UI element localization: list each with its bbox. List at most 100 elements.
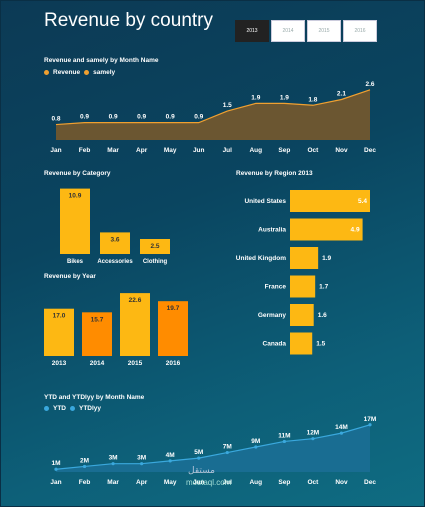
chart-month-data-label: 2.1 (337, 91, 346, 98)
chart-month-tick-label: Oct (307, 147, 319, 154)
year-chart: 17.0 2013 15.7 2014 22.6 2015 19.7 2016 (44, 293, 188, 367)
legend-label-revenue: Revenue (53, 69, 81, 76)
year-tick-label: 2013 (52, 360, 67, 367)
chart-month-tick-label: Dec (364, 147, 376, 154)
chart-ytd-data-label: 7M (223, 444, 232, 451)
region-bar-label: 1.6 (318, 312, 327, 319)
region-tick-label: United States (244, 198, 286, 205)
year-button-2013[interactable]: 2013 (235, 20, 269, 42)
region-tick-label: France (265, 284, 287, 291)
chart-ytd-area (56, 424, 370, 472)
region-tick-label: Germany (258, 312, 287, 319)
chart-month-tick-label: Jul (223, 147, 233, 154)
chart-ytd-point (54, 467, 58, 471)
region-bar-label: 1.9 (322, 255, 331, 262)
region-bar-label: 1.7 (319, 284, 328, 291)
chart-ytd-tick-label: Mar (107, 479, 119, 486)
chart-ytd-tick-label: Dec (364, 479, 376, 486)
year-button-2016[interactable]: 2016 (343, 20, 377, 42)
chart-ytd-point (168, 459, 172, 463)
region-tick-label: Canada (263, 341, 287, 348)
region-bar (290, 190, 370, 212)
chart-ytd-data-label: 12M (307, 430, 320, 437)
chart-ytd-data-label: 2M (80, 457, 89, 464)
chart-month-data-label: 0.9 (137, 114, 146, 121)
year-bar-label: 15.7 (91, 316, 104, 323)
chart-ytd-point (311, 437, 315, 441)
region-bar (290, 332, 313, 355)
year-bar-label: 22.6 (129, 297, 142, 304)
chart-month-data-label: 0.8 (51, 116, 60, 123)
chart-ytd-tick-label: Apr (136, 479, 148, 486)
chart-ytd-point (197, 456, 201, 460)
chart-ytd-data-label: 14M (335, 424, 348, 431)
category-bar (100, 232, 130, 254)
chart-ytd-point (339, 431, 344, 435)
legend-dot-revenue (44, 70, 49, 75)
chart-ytd-line (55, 424, 371, 470)
year-button-2015[interactable]: 2015 (307, 20, 341, 42)
chart-month-data-label: 0.9 (109, 114, 118, 121)
chart-ytd-tick-label: Aug (249, 479, 262, 486)
chart-month-tick-label: Aug (249, 147, 262, 154)
ytd-title: YTD and YTDlyy by Month Name (44, 394, 145, 401)
chart-ytd-tick-label: Jan (50, 479, 61, 486)
year-bar (120, 293, 150, 356)
chart-ytd-tick-label: May (164, 479, 177, 486)
legend-dot-ytd (44, 406, 49, 411)
chart-month-data-label: 1.9 (251, 94, 260, 101)
revenue-month-chart: 0.8 Jan 0.9 Feb 0.9 Mar 0.9 Apr 0.9 May 0.9 Jun 1.5 J… (50, 81, 376, 154)
chart-month-data-label: 0.9 (80, 114, 89, 121)
region-chart: United States 5.4 Australia 4.9 United Kingd… (236, 190, 370, 355)
chart-ytd-tick-label: Oct (307, 479, 319, 486)
chart-month-data-label: 2.6 (365, 81, 374, 88)
chart-ytd-tick-label: Jul (223, 479, 233, 486)
chart-ytd-tick-label: Jun (193, 479, 205, 486)
legend-label-samely: samely (93, 69, 116, 76)
region-bar (290, 247, 319, 269)
chart-ytd-point (111, 462, 115, 466)
revenue-month-title: Revenue and samely by Month Name (44, 57, 159, 64)
year-bar-label: 17.0 (53, 313, 66, 320)
chart-month-data-label: 1.8 (308, 96, 317, 103)
category-bar-label: 10.9 (69, 193, 82, 200)
year-bar-label: 19.7 (167, 305, 180, 312)
chart-month-data-label: 0.9 (166, 114, 175, 121)
chart-ytd-tick-label: Nov (335, 479, 348, 486)
legend-label-ytdlyy: YTDlyy (79, 405, 102, 412)
chart-month-tick-label: Feb (79, 147, 91, 154)
category-bar-label: 3.6 (110, 236, 119, 243)
chart-month-tick-label: Jun (193, 147, 205, 154)
category-tick-label: Clothing (143, 259, 168, 265)
year-tick-label: 2015 (128, 360, 143, 367)
legend-dot-samely (84, 70, 90, 75)
year-tick-label: 2016 (166, 360, 181, 367)
page-title: Revenue by country (44, 10, 213, 31)
chart-month-tick-label: Nov (335, 147, 348, 154)
region-tick-label: United Kingdom (236, 255, 286, 262)
category-chart: 10.9 Bikes 3.6 Accessories 2.5 Clothing (60, 188, 170, 265)
chart-ytd-point (254, 445, 258, 449)
category-title: Revenue by Category (44, 170, 111, 177)
region-bar (290, 275, 316, 298)
chart-ytd-tick-label: Sep (278, 479, 290, 486)
category-bar (60, 188, 90, 254)
chart-month-line (55, 89, 371, 126)
chart-ytd-data-label: 1M (51, 460, 60, 467)
region-title: Revenue by Region 2013 (236, 170, 313, 177)
region-bar-label: 5.4 (358, 198, 367, 205)
year-bar (158, 301, 188, 356)
year-selector: 2013 2014 2015 2016 (235, 20, 379, 42)
year-button-2014[interactable]: 2014 (271, 20, 305, 42)
chart-month-tick-label: Sep (278, 147, 290, 154)
category-bar-label: 2.5 (150, 243, 159, 250)
chart-month-tick-label: Apr (136, 147, 148, 154)
ytd-chart: 1M Jan 2M Feb 3M Mar 3M Apr 4M May 5M Jun 7M Jul 9M Aug… (50, 416, 376, 486)
chart-ytd-point (368, 423, 372, 427)
chart-ytd-data-label: 3M (109, 455, 118, 462)
legend-dot-ytdlyy (70, 406, 75, 411)
region-bar-label: 1.5 (316, 341, 325, 348)
year-bar (82, 312, 112, 356)
category-tick-label: Accessories (97, 259, 133, 265)
chart-ytd-data-label: 4M (166, 452, 175, 459)
